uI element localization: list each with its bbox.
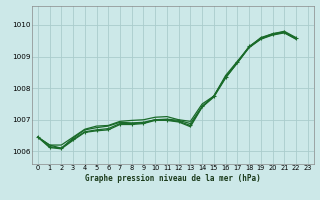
X-axis label: Graphe pression niveau de la mer (hPa): Graphe pression niveau de la mer (hPa) [85,174,261,183]
